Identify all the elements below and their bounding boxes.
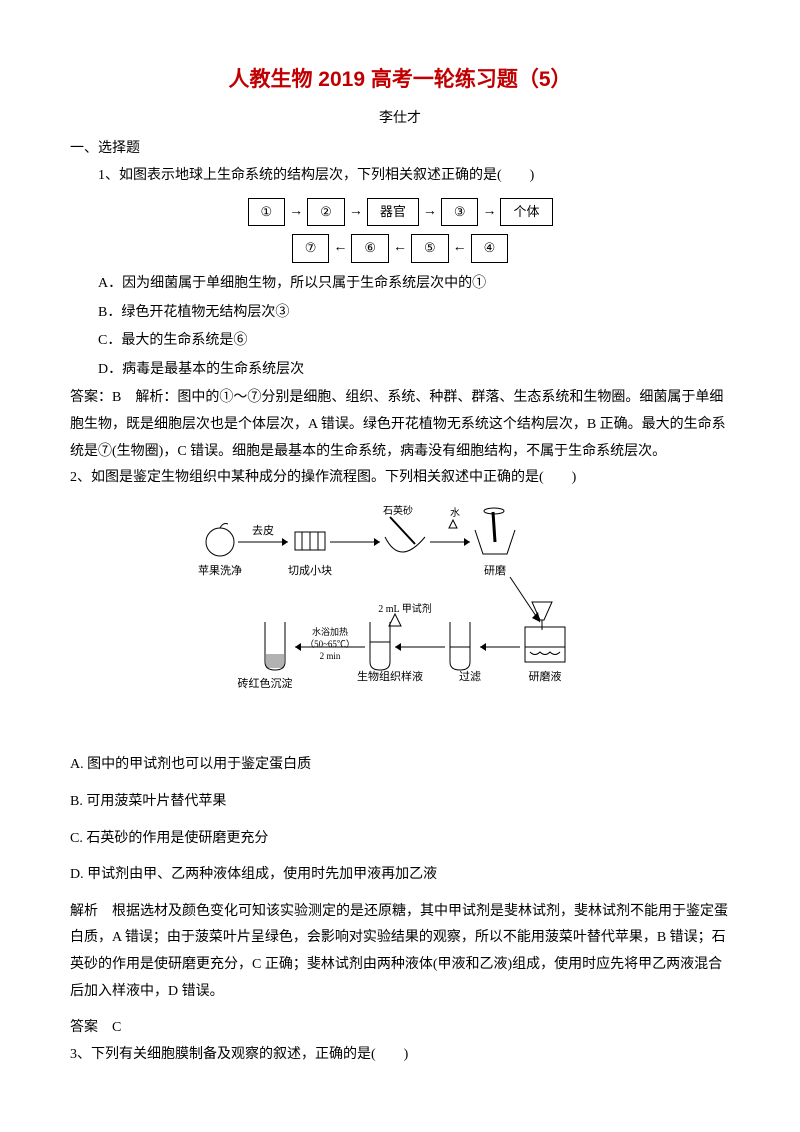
q1-box: 个体 xyxy=(500,198,552,227)
arrow-right-icon: → xyxy=(423,199,437,226)
arrow-right-icon: → xyxy=(482,199,496,226)
q1-box: 器官 xyxy=(367,198,419,227)
cut-pieces-icon xyxy=(295,532,325,550)
label-grind: 研磨 xyxy=(484,564,506,577)
label-grindliq: 研磨液 xyxy=(529,669,562,683)
q2-analysis: 解析 根据选材及颜色变化可知该实验测定的是还原糖，其中甲试剂是斐林试剂，斐林试剂… xyxy=(70,899,730,1005)
cup-icon xyxy=(475,508,515,554)
label-apple: 苹果洗净 xyxy=(198,563,242,577)
arrow-right-icon: → xyxy=(349,199,363,226)
arrow-left-icon: ← xyxy=(393,235,407,262)
q1-answer: 答案：B 解析：图中的①～⑦分别是细胞、组织、系统、种群、群落、生态系统和生物圈… xyxy=(70,385,730,465)
q1-box: ⑦ xyxy=(292,234,330,263)
tube-icon xyxy=(370,622,390,670)
q1-option-d: D．病毒是最基本的生命系统层次 xyxy=(70,357,730,384)
q2-option-d: D. 甲试剂由甲、乙两种液体组成，使用时先加甲液再加乙液 xyxy=(70,862,730,889)
label-heat-3: 2 min xyxy=(320,651,341,661)
q3-stem: 3、下列有关细胞膜制备及观察的叙述，正确的是( ) xyxy=(70,1042,730,1069)
label-water: 水 xyxy=(450,507,460,519)
q1-box: ⑥ xyxy=(351,234,389,263)
label-heat-1: 水浴加热 xyxy=(312,626,348,637)
q1-option-c: C．最大的生命系统是⑥ xyxy=(70,328,730,355)
label-precip: 砖红色沉淀 xyxy=(238,676,293,690)
q1-box: ② xyxy=(307,198,345,227)
q2-stem: 2、如图是鉴定生物组织中某种成分的操作流程图。下列相关叙述中正确的是( ) xyxy=(70,465,730,492)
q2-option-b: B. 可用菠菜叶片替代苹果 xyxy=(70,789,730,816)
label-sand: 石英砂 xyxy=(383,504,413,517)
label-heat-2: （50~65℃） xyxy=(305,639,355,649)
q2-flow-diagram: 苹果洗净 去皮 切成小块 石英砂 水 xyxy=(70,502,730,743)
arrow-right-icon: → xyxy=(289,199,303,226)
doc-author: 李仕才 xyxy=(70,106,730,133)
q1-stem: 1、如图表示地球上生命系统的结构层次，下列相关叙述正确的是( ) xyxy=(70,163,730,190)
label-sample: 生物组织样液 xyxy=(357,669,423,683)
arrow-left-icon: ← xyxy=(333,235,347,262)
q1-option-a: A．因为细菌属于单细胞生物，所以只属于生命系统层次中的① xyxy=(70,271,730,298)
label-peel: 去皮 xyxy=(252,524,274,537)
q1-box: ④ xyxy=(471,234,509,263)
tube-icon xyxy=(450,622,470,670)
doc-title: 人教生物 2019 高考一轮练习题（5） xyxy=(70,60,730,100)
q1-diagram-row1: ① → ② → 器官 → ③ → 个体 xyxy=(70,198,730,227)
tube-icon xyxy=(265,622,285,670)
label-reagent: 2 mL 甲试剂 xyxy=(378,602,432,615)
beaker-icon xyxy=(525,627,565,662)
label-cut: 切成小块 xyxy=(288,564,332,577)
arrow-left-icon: ← xyxy=(453,235,467,262)
q2-option-a: A. 图中的甲试剂也可以用于鉴定蛋白质 xyxy=(70,752,730,779)
mortar-icon xyxy=(385,517,425,552)
q2-option-c: C. 石英砂的作用是使研磨更充分 xyxy=(70,826,730,853)
section-heading: 一、选择题 xyxy=(70,136,730,163)
q1-box: ⑤ xyxy=(411,234,449,263)
q1-option-b: B．绿色开花植物无结构层次③ xyxy=(70,300,730,327)
q1-diagram-row2: ⑦ ← ⑥ ← ⑤ ← ④ xyxy=(70,234,730,263)
q2-answer: 答案 C xyxy=(70,1015,730,1042)
q1-box: ③ xyxy=(441,198,479,227)
q1-box: ① xyxy=(248,198,286,227)
label-filter: 过滤 xyxy=(459,670,481,683)
